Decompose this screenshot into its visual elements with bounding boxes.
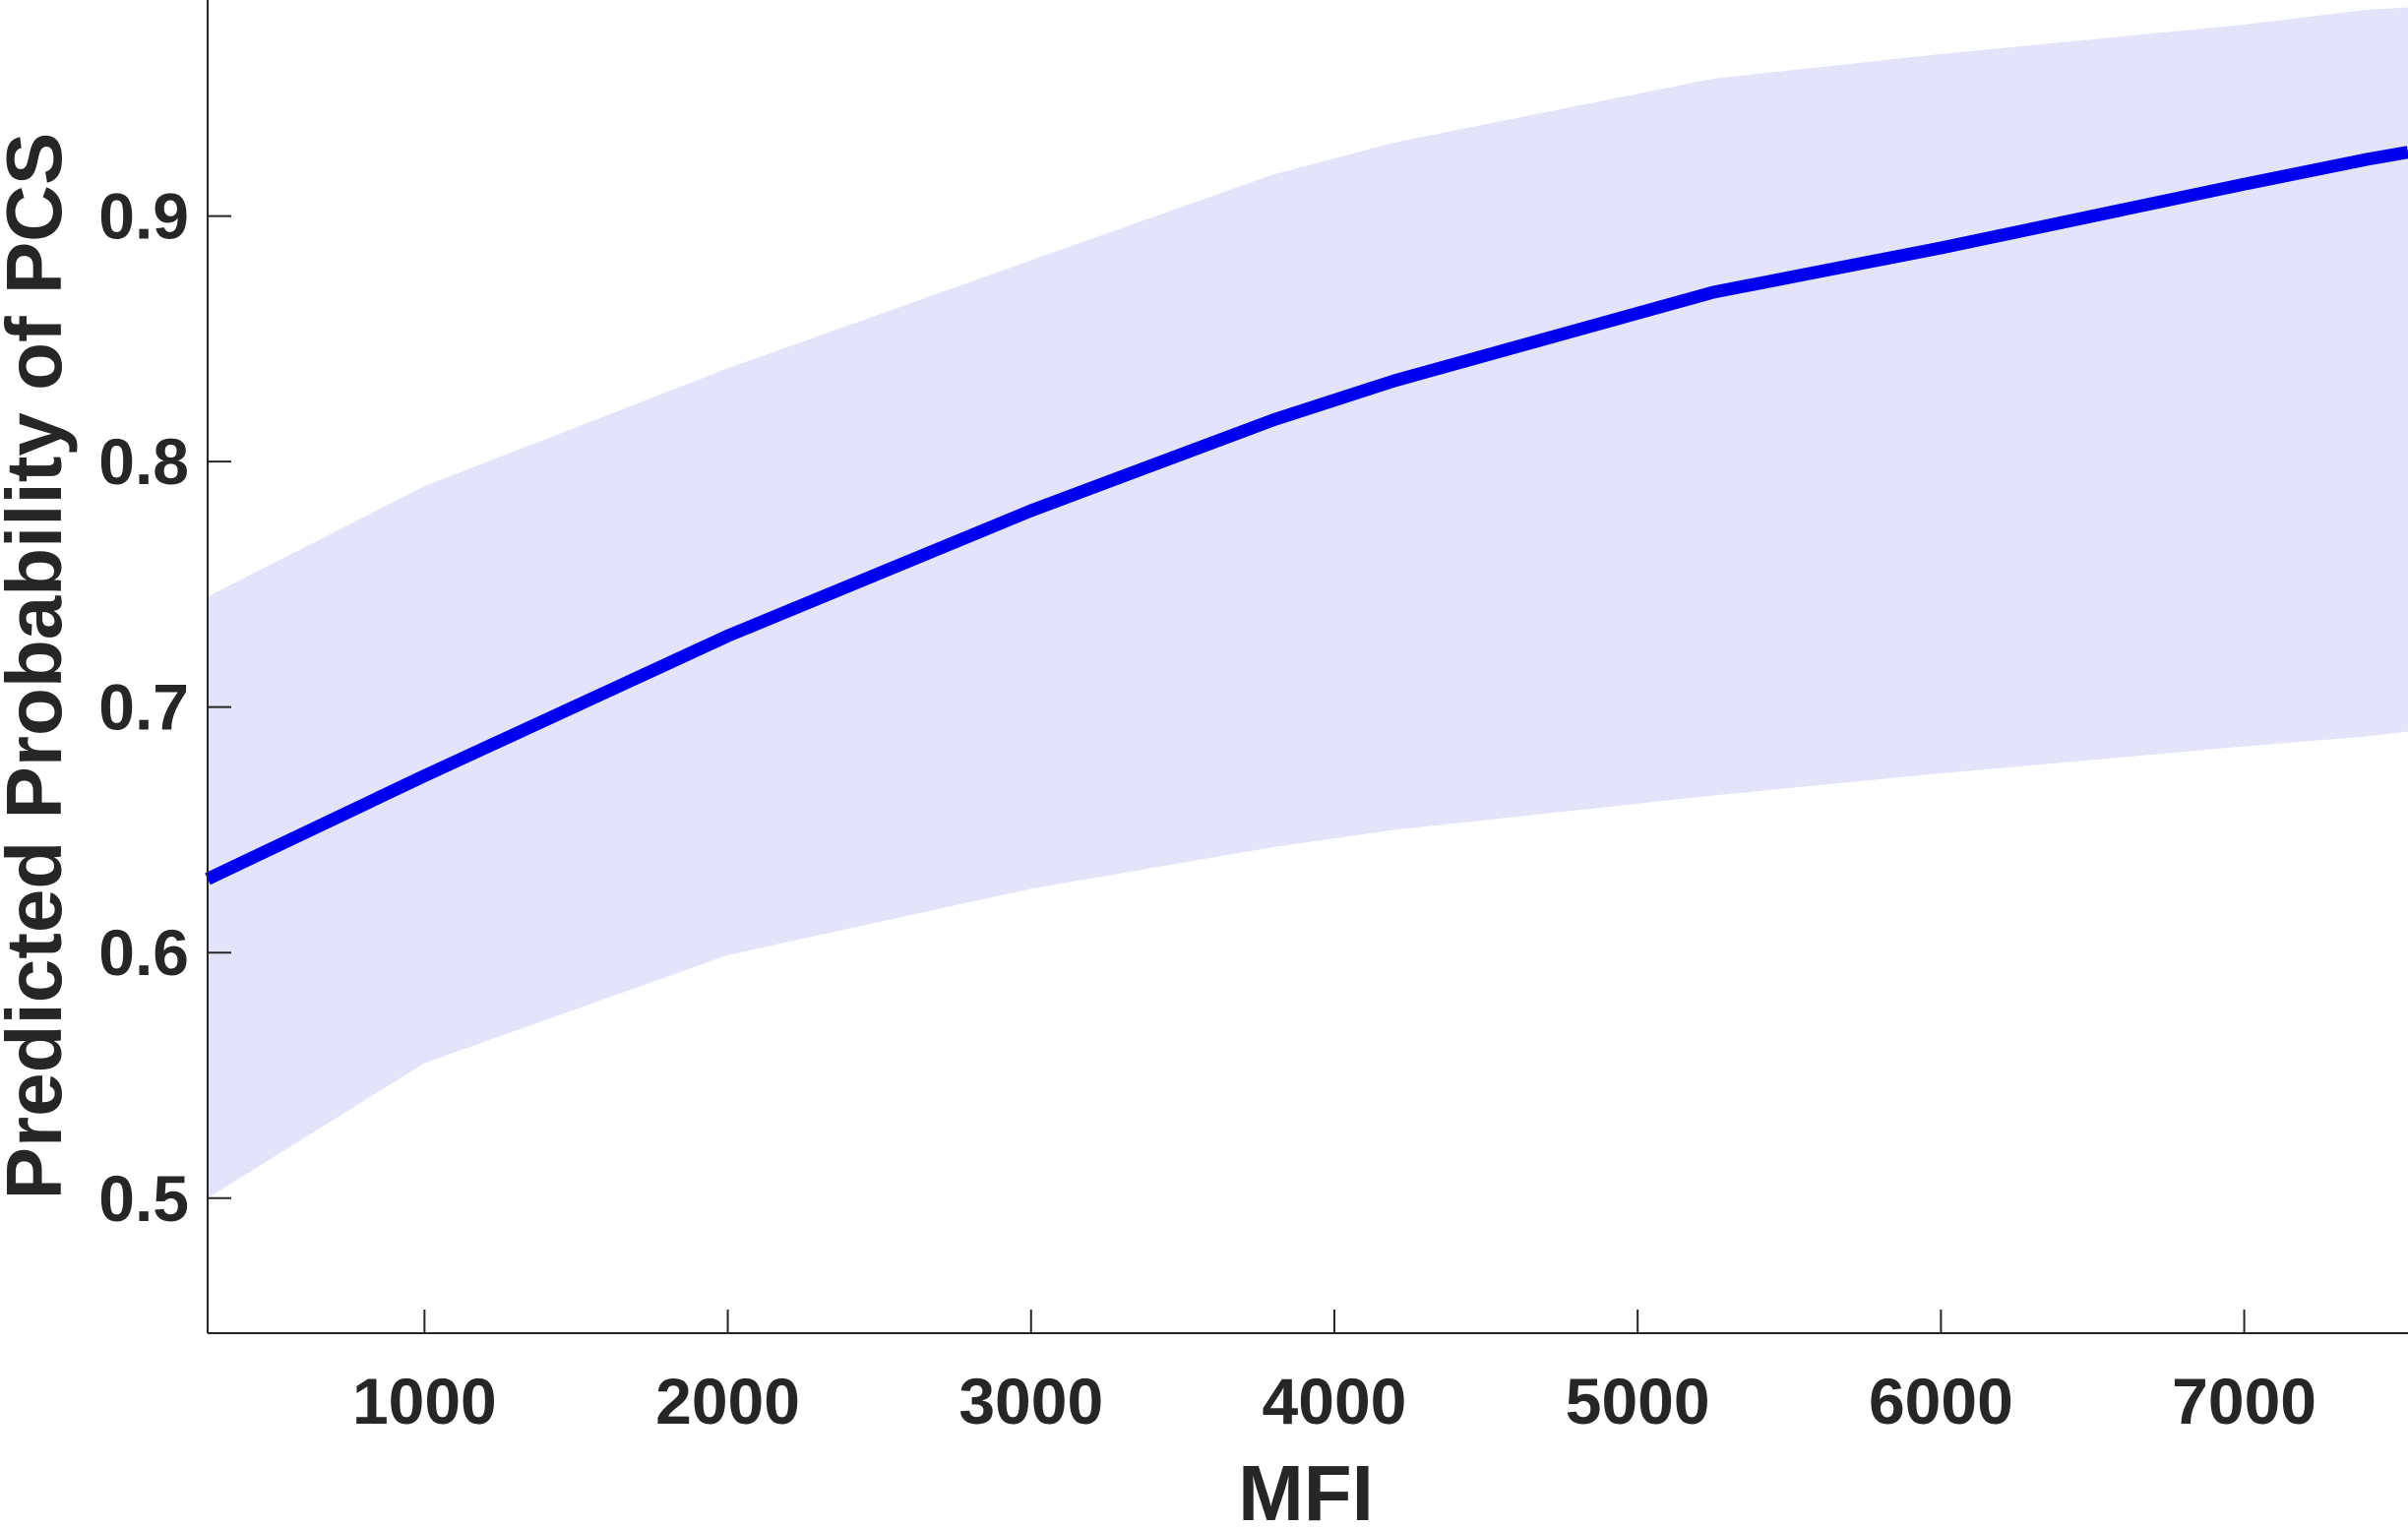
- y-tick-label: 0.5: [98, 1162, 189, 1235]
- x-tick-label: 6000: [1869, 1365, 2013, 1437]
- series-line: [205, 146, 2408, 886]
- y-axis-ticks: 0.5 0.6 0.7 0.8 0.9: [98, 180, 231, 1235]
- x-tick-label: 5000: [1566, 1365, 1710, 1437]
- x-tick-label: 3000: [958, 1365, 1103, 1437]
- y-tick-label: 0.9: [98, 180, 189, 253]
- x-axis-label: MFI: [1238, 1449, 1374, 1527]
- y-tick-label: 0.7: [98, 671, 189, 744]
- confidence-band: [208, 7, 2408, 1198]
- x-tick-label: 4000: [1263, 1365, 1407, 1437]
- x-tick-label: 2000: [655, 1365, 800, 1437]
- x-axis-ticks: 1000 2000 3000 4000 5000 6000 7000: [352, 1310, 2316, 1437]
- y-axis-label: Predicted Probability of PCS: [0, 133, 78, 1200]
- y-tick-label: 0.8: [98, 425, 189, 498]
- x-tick-label: 7000: [2172, 1365, 2316, 1437]
- x-tick-label: 1000: [352, 1365, 497, 1437]
- y-tick-label: 0.6: [98, 916, 189, 989]
